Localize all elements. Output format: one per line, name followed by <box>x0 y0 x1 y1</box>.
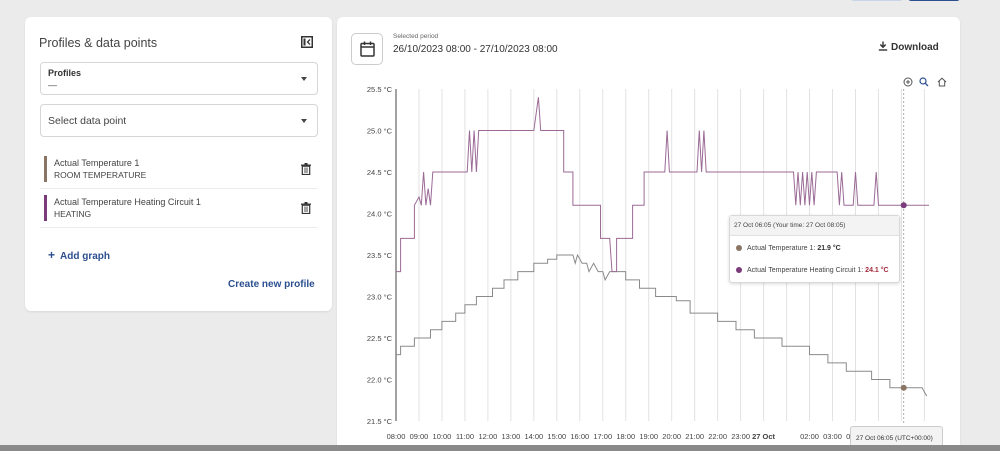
x-tick-label: 14:00 <box>524 432 543 441</box>
datapoint-item[interactable]: Actual Temperature 1 ROOM TEMPERATURE <box>40 151 318 189</box>
add-graph-button[interactable]: + Add graph <box>48 248 110 262</box>
series-line-room-temperature <box>396 253 928 397</box>
period-label: Selected period <box>393 33 439 40</box>
top-secondary-button[interactable] <box>851 0 903 1</box>
x-tick-label: 20:00 <box>662 432 681 441</box>
datapoint-name: Actual Temperature Heating Circuit 1 <box>54 197 201 207</box>
y-tick-label: 22.5 °C <box>367 334 393 343</box>
profiles-label: Profiles <box>48 68 82 78</box>
calendar-icon <box>360 41 375 57</box>
x-tick-label: 03:00 <box>823 432 842 441</box>
x-tick-label: 19:00 <box>639 432 658 441</box>
x-tick-label: 18:00 <box>616 432 635 441</box>
x-tick-label: 17:00 <box>593 432 612 441</box>
profiles-value: — <box>48 80 57 90</box>
datapoint-item[interactable]: Actual Temperature Heating Circuit 1 HEA… <box>40 190 318 228</box>
download-icon <box>878 41 888 51</box>
tooltip-row: Actual Temperature Heating Circuit 1: 24… <box>736 267 889 274</box>
series-color-bar <box>44 195 47 221</box>
download-button[interactable]: Download <box>878 41 939 53</box>
y-tick-label: 24.5 °C <box>367 168 393 177</box>
x-tick-label: 15:00 <box>547 432 566 441</box>
tooltip-row: Actual Temperature 1: 21.9 °C <box>736 245 841 252</box>
x-tick-label: 16:00 <box>570 432 589 441</box>
x-tick-label: 22:00 <box>708 432 727 441</box>
bottom-scrollbar[interactable] <box>0 445 1000 451</box>
profiles-panel: Profiles & data points Profiles — Select… <box>25 17 332 311</box>
datapoint-placeholder: Select data point <box>48 115 127 127</box>
tooltip-label: Actual Temperature Heating Circuit 1: <box>747 267 864 274</box>
hover-point-heating <box>900 202 907 209</box>
x-tick-label: 08:00 <box>387 432 406 441</box>
zoom-toolbar <box>903 74 947 92</box>
period-value: 26/10/2023 08:00 - 27/10/2023 08:00 <box>393 44 558 55</box>
tooltip-value: 21.9 °C <box>817 245 841 252</box>
calendar-button[interactable] <box>351 33 383 65</box>
x-tick-label: 02:00 <box>800 432 819 441</box>
datapoint-name: Actual Temperature 1 <box>54 158 140 168</box>
x-tick-label: 21:00 <box>685 432 704 441</box>
datapoint-subtitle: HEATING <box>54 209 92 219</box>
y-tick-label: 21.5 °C <box>367 417 393 426</box>
chart-tooltip: 27 Oct 06:05 (Your time: 27 Oct 08:05) A… <box>729 215 900 283</box>
create-profile-button[interactable]: Create new profile <box>228 279 315 290</box>
zoom-in-icon[interactable] <box>903 77 913 87</box>
chevron-down-icon <box>301 119 307 123</box>
hover-point-room <box>900 384 907 391</box>
series-color-bar <box>44 156 47 182</box>
tooltip-label: Actual Temperature 1: <box>747 245 816 252</box>
trash-icon[interactable] <box>301 202 311 214</box>
chevron-down-icon <box>301 77 307 81</box>
download-label: Download <box>891 42 939 53</box>
home-reset-icon[interactable] <box>937 77 947 87</box>
y-tick-label: 22.0 °C <box>367 376 393 385</box>
y-tick-label: 25.0 °C <box>367 127 393 136</box>
plus-icon: + <box>48 248 56 262</box>
y-tick-label: 25.5 °C <box>367 85 393 94</box>
add-graph-label: Add graph <box>60 251 111 262</box>
x-tick-label: 27 Oct <box>752 432 775 441</box>
x-tick-label: 09:00 <box>410 432 429 441</box>
series-dot <box>736 245 742 251</box>
x-tick-label: 11:00 <box>456 432 474 441</box>
series-line-heating <box>396 97 929 273</box>
y-tick-label: 24.0 °C <box>367 210 393 219</box>
tooltip-value: 24.1 °C <box>865 267 889 274</box>
y-tick-label: 23.0 °C <box>367 293 393 302</box>
y-tick-label: 23.5 °C <box>367 251 393 260</box>
x-tick-label: 10:00 <box>433 432 452 441</box>
x-tick-label: 23:00 <box>731 432 750 441</box>
datapoint-subtitle: ROOM TEMPERATURE <box>54 170 147 180</box>
collapse-panel-icon[interactable] <box>301 36 313 48</box>
search-zoom-icon[interactable] <box>919 77 929 87</box>
top-primary-button[interactable] <box>908 0 960 1</box>
datapoint-select[interactable]: Select data point <box>40 104 318 137</box>
series-dot <box>736 267 742 273</box>
panel-title: Profiles & data points <box>39 36 158 50</box>
x-tick-label: 12:00 <box>479 432 498 441</box>
profiles-select[interactable]: Profiles — <box>40 62 318 95</box>
x-tick-label: 13:00 <box>501 432 520 441</box>
tooltip-header: 27 Oct 06:05 (Your time: 27 Oct 08:05) <box>730 216 899 236</box>
trash-icon[interactable] <box>301 163 311 175</box>
